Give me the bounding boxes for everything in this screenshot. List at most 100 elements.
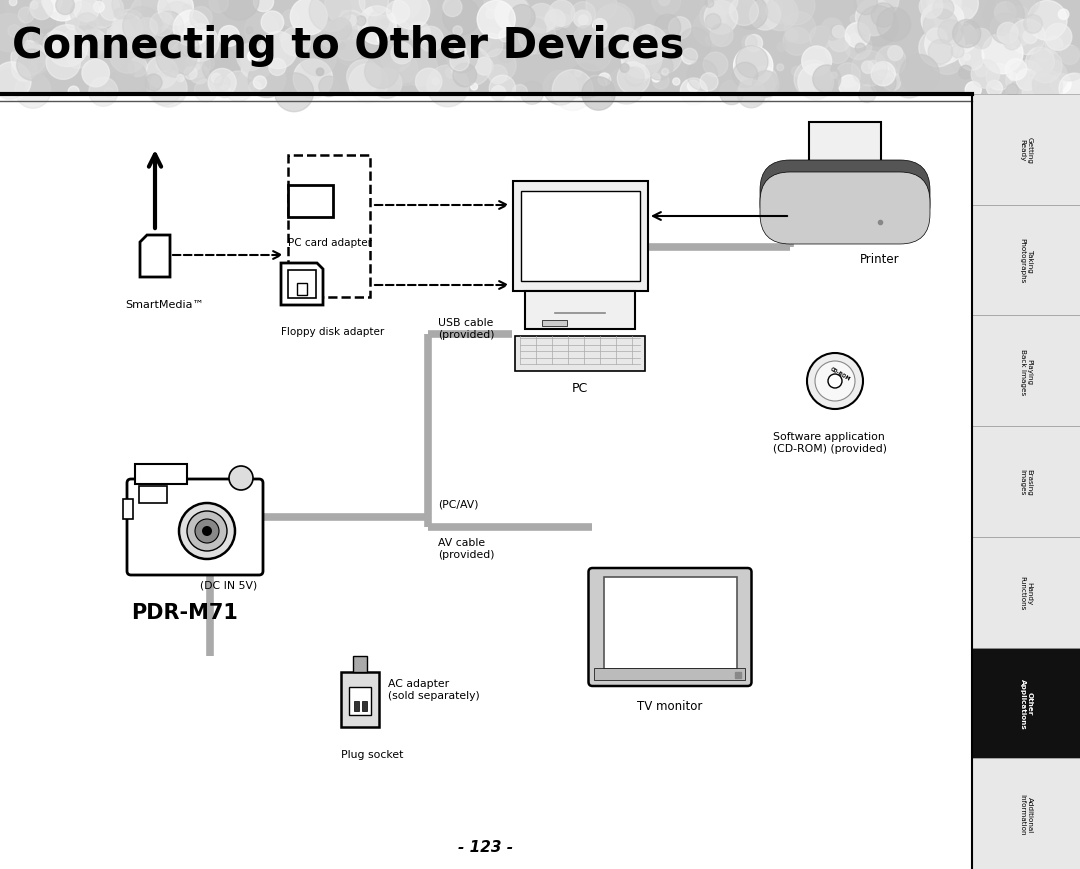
Circle shape: [626, 47, 648, 69]
Text: Connecting to Other Devices: Connecting to Other Devices: [12, 24, 685, 67]
Circle shape: [259, 32, 297, 70]
Circle shape: [620, 64, 629, 73]
Circle shape: [921, 0, 961, 23]
Circle shape: [43, 0, 81, 22]
FancyBboxPatch shape: [353, 701, 359, 711]
Circle shape: [46, 25, 89, 68]
Circle shape: [705, 15, 720, 30]
FancyBboxPatch shape: [341, 673, 379, 727]
Circle shape: [218, 86, 231, 99]
Circle shape: [186, 54, 211, 78]
Circle shape: [1016, 70, 1038, 91]
Circle shape: [158, 0, 193, 26]
Circle shape: [783, 17, 792, 26]
Circle shape: [237, 46, 248, 57]
Circle shape: [1028, 50, 1062, 83]
Circle shape: [1052, 47, 1080, 82]
Text: Plug socket: Plug socket: [341, 749, 403, 760]
Circle shape: [181, 25, 218, 63]
Circle shape: [654, 15, 680, 42]
Circle shape: [476, 37, 490, 52]
Circle shape: [319, 23, 343, 48]
FancyBboxPatch shape: [349, 687, 372, 715]
Circle shape: [831, 73, 837, 79]
Circle shape: [623, 56, 651, 83]
Circle shape: [488, 66, 508, 85]
Circle shape: [872, 3, 895, 28]
Circle shape: [794, 61, 832, 99]
Circle shape: [951, 46, 964, 59]
Circle shape: [673, 79, 680, 86]
Circle shape: [946, 23, 977, 54]
Circle shape: [831, 26, 843, 38]
Circle shape: [798, 65, 834, 101]
Circle shape: [334, 30, 365, 62]
Circle shape: [82, 30, 97, 45]
Circle shape: [483, 50, 516, 83]
FancyBboxPatch shape: [760, 161, 930, 235]
Circle shape: [249, 52, 264, 67]
Circle shape: [224, 72, 254, 103]
Circle shape: [855, 44, 865, 54]
Circle shape: [745, 36, 762, 53]
Circle shape: [368, 12, 389, 32]
Circle shape: [157, 37, 197, 78]
Polygon shape: [140, 235, 170, 278]
Circle shape: [719, 81, 744, 105]
FancyBboxPatch shape: [789, 178, 900, 233]
Circle shape: [499, 30, 511, 43]
Circle shape: [1008, 25, 1016, 34]
Circle shape: [129, 58, 147, 77]
Circle shape: [882, 74, 901, 92]
Circle shape: [923, 10, 958, 44]
Circle shape: [117, 63, 147, 93]
Circle shape: [93, 51, 134, 93]
Circle shape: [643, 36, 683, 75]
Circle shape: [494, 0, 530, 31]
Circle shape: [377, 35, 386, 44]
Circle shape: [693, 11, 730, 48]
Circle shape: [1010, 20, 1045, 56]
Circle shape: [995, 3, 1016, 24]
Circle shape: [975, 67, 986, 77]
Circle shape: [0, 70, 25, 100]
Circle shape: [825, 39, 850, 64]
FancyBboxPatch shape: [515, 336, 645, 372]
Circle shape: [76, 14, 99, 37]
Circle shape: [990, 14, 1021, 44]
Circle shape: [681, 50, 698, 65]
Circle shape: [162, 3, 192, 32]
Circle shape: [137, 18, 158, 39]
Circle shape: [299, 40, 336, 76]
Circle shape: [171, 41, 204, 74]
Circle shape: [455, 46, 467, 58]
Circle shape: [190, 65, 208, 84]
Polygon shape: [281, 263, 323, 306]
Circle shape: [550, 29, 570, 49]
Circle shape: [732, 63, 758, 89]
Circle shape: [868, 61, 878, 70]
Circle shape: [248, 82, 261, 94]
Text: Playing
Back Images: Playing Back Images: [1020, 348, 1032, 395]
Circle shape: [930, 40, 966, 76]
Circle shape: [703, 53, 728, 77]
Text: TV monitor: TV monitor: [637, 700, 703, 713]
Circle shape: [750, 0, 781, 31]
Circle shape: [261, 12, 284, 35]
Circle shape: [159, 66, 171, 77]
Circle shape: [585, 0, 617, 22]
Circle shape: [594, 6, 631, 43]
Circle shape: [959, 66, 972, 80]
Circle shape: [971, 61, 1000, 90]
Circle shape: [876, 47, 906, 77]
Circle shape: [552, 70, 593, 111]
Circle shape: [245, 15, 279, 48]
Circle shape: [475, 58, 494, 76]
Circle shape: [652, 75, 660, 83]
Circle shape: [971, 30, 991, 50]
Circle shape: [735, 47, 768, 79]
Circle shape: [652, 0, 680, 17]
Circle shape: [397, 0, 436, 23]
Circle shape: [739, 70, 774, 106]
Circle shape: [1027, 59, 1052, 83]
